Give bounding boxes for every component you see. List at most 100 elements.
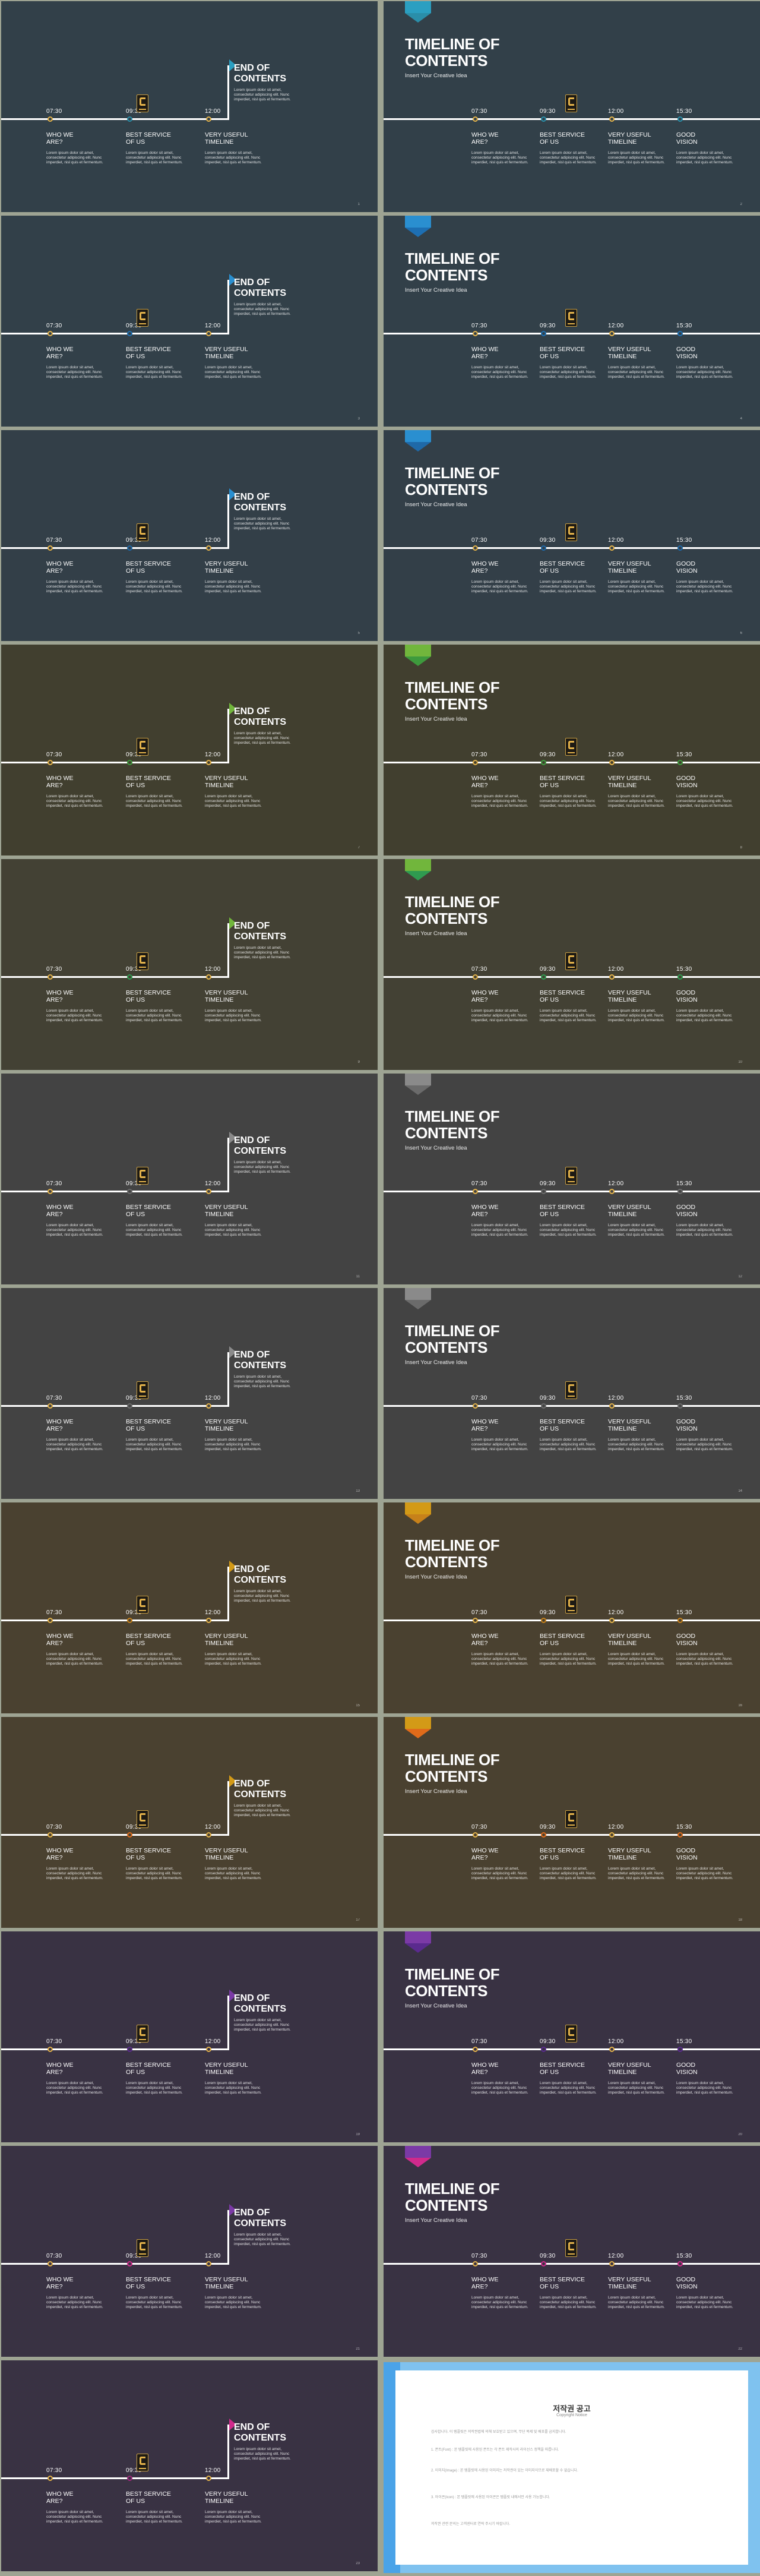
page-number: 10 [738, 1060, 742, 1064]
timeline-body-text: Lorem ipsum dolor sit amet, consectetur … [126, 1867, 183, 1880]
end-title: CONTENTS [234, 2218, 286, 2228]
timeline-body-text: Lorem ipsum dolor sit amet, consectetur … [205, 1652, 262, 1666]
heading-line: VERY USEFUL [205, 560, 248, 567]
copyright-slide: 저작권 공고 Copyright Notice 감사합니다. 이 템플릿은 저작… [384, 2362, 760, 2573]
heading-line: GOOD [676, 2062, 696, 2069]
timeline-heading: VERY USEFUL TIMELINE [205, 131, 248, 146]
timeline-body-text: Lorem ipsum dolor sit amet, consectetur … [471, 2296, 528, 2309]
timeline-time: 12:00 [205, 1609, 221, 1616]
page-number: 14 [738, 1489, 742, 1493]
timeline-dot [541, 331, 546, 336]
heading-line: WHO WE [471, 1418, 499, 1425]
slide-subtitle: Insert Your Creative Idea [405, 287, 467, 293]
ribbon-top [405, 1502, 431, 1514]
timeline-body-text: Lorem ipsum dolor sit amet, consectetur … [126, 794, 183, 808]
heading-line: TIMELINE [608, 996, 637, 1003]
timeline-body-text: Lorem ipsum dolor sit amet, consectetur … [46, 794, 103, 808]
timeline-time: 09:30 [540, 1609, 556, 1616]
timeline-body-text: Lorem ipsum dolor sit amet, consectetur … [46, 1652, 103, 1666]
copyright-subtitle: Copyright Notice [556, 2413, 587, 2417]
timeline-slide: 07:30 WHO WE ARE? Lorem ipsum dolor sit ame… [384, 645, 760, 855]
heading-line: WHO WE [471, 1204, 499, 1211]
timeline-dot [206, 2047, 211, 2052]
end-slide: 07:30 WHO WE ARE? Lorem ipsum dolor sit ame… [1, 2146, 378, 2357]
ribbon-tail [405, 1729, 431, 1738]
slide-title: TIMELINE OF [405, 250, 500, 267]
heading-line: ARE? [46, 996, 63, 1003]
brand-logo-icon [137, 309, 148, 327]
timeline-body-text: Lorem ipsum dolor sit amet, consectetur … [205, 1867, 262, 1880]
heading-line: BEST SERVICE [540, 346, 585, 353]
timeline-body-text: Lorem ipsum dolor sit amet, consectetur … [471, 1438, 528, 1451]
heading-line: OF US [540, 782, 559, 789]
slide-title: CONTENTS [405, 52, 488, 70]
timeline-time: 15:30 [676, 966, 692, 973]
timeline-heading: GOOD VISION [676, 1847, 698, 1861]
timeline-body-text: Lorem ipsum dolor sit amet, consectetur … [126, 1223, 183, 1237]
timeline-body-text: Lorem ipsum dolor sit amet, consectetur … [676, 1652, 733, 1666]
timeline-line [1, 976, 229, 978]
timeline-dot [677, 2047, 683, 2052]
flag-icon [229, 917, 236, 929]
ribbon-tail [405, 2158, 431, 2167]
timeline-time: 15:30 [676, 752, 692, 758]
timeline-body-text: Lorem ipsum dolor sit amet, consectetur … [471, 1652, 528, 1666]
heading-line: TIMELINE [608, 1640, 637, 1647]
end-description: Lorem ipsum dolor sit amet, consectetur … [234, 1589, 291, 1603]
timeline-line [384, 1620, 760, 1621]
end-title: CONTENTS [234, 74, 286, 84]
timeline-dot [48, 974, 53, 980]
heading-line: GOOD [676, 1847, 696, 1854]
logo-mark [568, 1170, 574, 1178]
logo-mark [140, 526, 145, 535]
heading-line: BEST SERVICE [126, 1633, 172, 1640]
timeline-dot [677, 760, 683, 765]
heading-line: ARE? [46, 2498, 63, 2505]
timeline-heading: GOOD VISION [676, 2276, 698, 2290]
timeline-heading: VERY USEFUL TIMELINE [205, 1633, 248, 1647]
timeline-dot [127, 331, 132, 336]
timeline-dot [473, 1403, 478, 1409]
ribbon-top [405, 1, 431, 13]
heading-line: GOOD [676, 1204, 696, 1211]
timeline-dot [541, 760, 546, 765]
page-number: 18 [738, 1918, 742, 1922]
logo-mark [140, 2242, 145, 2250]
brand-logo-icon [137, 523, 148, 541]
copyright-paragraph: 저작권 관련 문의는 고객센터로 연락 주시기 바랍니다. [431, 2523, 511, 2526]
logo-mark [568, 97, 574, 106]
timeline-heading: BEST SERVICE OF US [126, 2490, 171, 2505]
timeline-dot [473, 1189, 478, 1194]
heading-line: VERY USEFUL [205, 2490, 248, 2498]
end-slide: 07:30 WHO WE ARE? Lorem ipsum dolor sit ame… [1, 216, 378, 427]
heading-line: OF US [540, 567, 559, 574]
timeline-riser [227, 923, 229, 978]
timeline-body-text: Lorem ipsum dolor sit amet, consectetur … [540, 151, 597, 165]
slide-subtitle: Insert Your Creative Idea [405, 1359, 467, 1366]
timeline-time: 12:00 [608, 1180, 624, 1187]
brand-logo-icon [137, 2025, 148, 2043]
slide-title: TIMELINE OF [405, 2180, 500, 2198]
logo-mark [140, 955, 145, 964]
timeline-body-text: Lorem ipsum dolor sit amet, consectetur … [46, 2296, 103, 2309]
heading-line: VERY USEFUL [205, 1633, 248, 1640]
timeline-heading: VERY USEFUL TIMELINE [608, 346, 651, 360]
timeline-heading: GOOD VISION [676, 560, 698, 574]
timeline-heading: WHO WE ARE? [471, 131, 499, 146]
heading-line: WHO WE [46, 2490, 74, 2498]
brand-logo-icon [565, 309, 577, 327]
brand-logo-icon [565, 2025, 577, 2043]
timeline-heading: VERY USEFUL TIMELINE [608, 1633, 651, 1647]
timeline-dot [473, 545, 478, 551]
timeline-body-text: Lorem ipsum dolor sit amet, consectetur … [46, 1438, 103, 1451]
heading-line: VERY USEFUL [608, 2062, 651, 2069]
timeline-dot [473, 1618, 478, 1623]
timeline-body-text: Lorem ipsum dolor sit amet, consectetur … [676, 2081, 733, 2095]
heading-line: OF US [126, 1211, 145, 1218]
timeline-body-text: Lorem ipsum dolor sit amet, consectetur … [608, 1867, 665, 1880]
logo-mark [140, 1599, 145, 1607]
timeline-time: 12:00 [205, 108, 221, 115]
logo-mark [140, 97, 145, 106]
timeline-time: 09:30 [126, 108, 142, 115]
heading-line: VERY USEFUL [205, 2062, 248, 2069]
